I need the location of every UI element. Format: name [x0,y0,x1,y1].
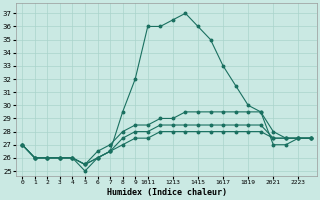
X-axis label: Humidex (Indice chaleur): Humidex (Indice chaleur) [107,188,227,197]
